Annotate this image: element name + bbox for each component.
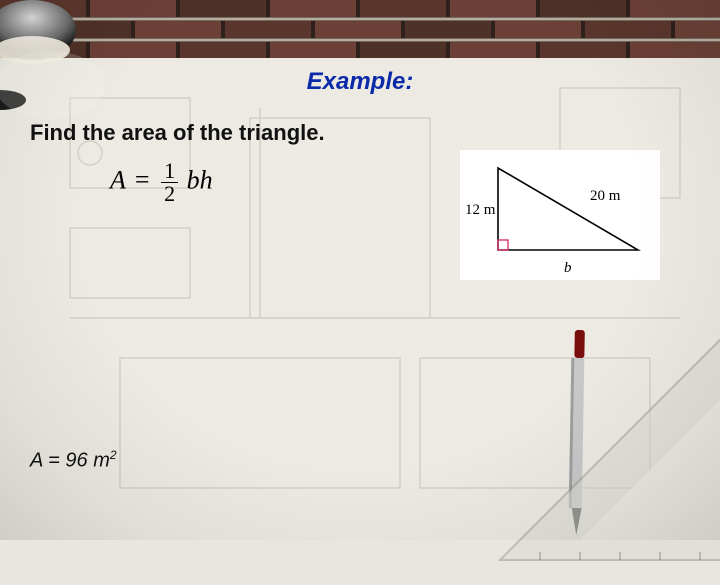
- area-formula: A = 1 2 bh: [110, 160, 213, 205]
- formula-equals: =: [135, 165, 150, 194]
- slide-title: Example:: [0, 68, 720, 96]
- formula-fraction: 1 2: [161, 160, 178, 205]
- triangle-diagram: 12 m 20 m b: [460, 150, 660, 280]
- answer-eq: =: [43, 450, 66, 472]
- problem-prompt: Find the area of the triangle.: [30, 120, 325, 146]
- fraction-denominator: 2: [161, 183, 178, 205]
- answer-exponent: 2: [110, 448, 117, 462]
- brick-header-strip: [0, 0, 720, 58]
- formula-lhs: A: [110, 165, 125, 194]
- base-label: b: [564, 260, 572, 276]
- answer-var: A: [30, 450, 43, 472]
- height-label: 12 m: [465, 202, 496, 218]
- fraction-numerator: 1: [161, 160, 178, 183]
- formula-rhs: bh: [187, 165, 213, 194]
- hypotenuse-label: 20 m: [590, 188, 621, 204]
- answer-value: 96: [65, 450, 87, 472]
- answer-line: A = 96 m2: [30, 448, 117, 473]
- answer-unit: m: [88, 450, 110, 472]
